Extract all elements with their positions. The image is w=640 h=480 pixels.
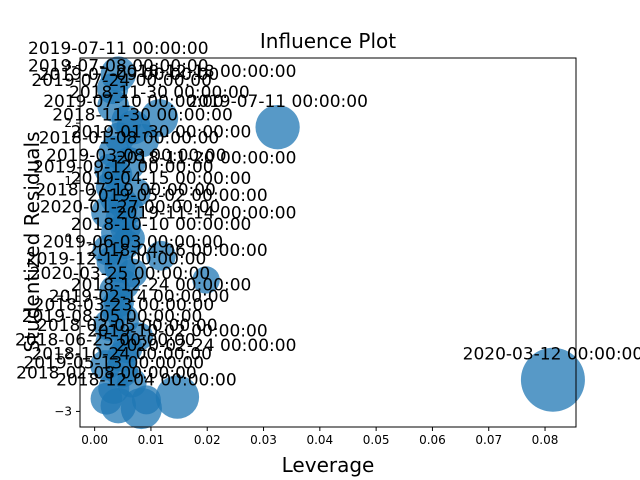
point-annotation: 2019-12-17 00:00:00 <box>26 250 207 270</box>
point-annotation: 2019-11-14 00:00:00 <box>116 203 297 223</box>
axes-frame <box>79 57 577 428</box>
point-annotation: 2018-11-20 00:00:00 <box>116 149 297 169</box>
point-annotation: 2019-09-12 00:00:00 <box>33 157 214 177</box>
y-axis-label: Studentized Residuals <box>20 131 44 352</box>
data-point <box>118 258 148 288</box>
y-tick-label: 3 <box>64 58 72 72</box>
y-tick-label: 2 <box>64 116 72 130</box>
point-annotation: 2019-07-09 00:00:00 <box>39 65 220 85</box>
points-layer <box>90 56 585 430</box>
data-point <box>110 229 141 260</box>
x-tick-label: 0.02 <box>194 433 221 447</box>
point-annotation: 2018-03-23 00:00:00 <box>34 296 215 316</box>
x-tick-label: 0.00 <box>81 433 108 447</box>
data-point <box>255 105 300 150</box>
x-tick-label: 0.01 <box>138 433 165 447</box>
point-annotation: 2019-02-14 00:00:00 <box>49 287 230 307</box>
point-annotation: 2018-02-08 00:00:00 <box>16 364 197 384</box>
y-tick-label: −2 <box>54 347 72 361</box>
point-annotation: 2019-10-02 00:00:00 <box>87 322 268 342</box>
x-tick-label: 0.08 <box>532 433 559 447</box>
point-annotation: 2019-07-24 00:00:00 <box>31 71 212 91</box>
chart-title: Influence Plot <box>260 29 396 53</box>
point-annotation: 2019-01-30 00:00:00 <box>71 123 252 143</box>
data-point <box>115 195 145 225</box>
y-tick-label: 0 <box>64 231 72 245</box>
data-point <box>97 73 129 105</box>
x-tick-label: 0.06 <box>419 433 446 447</box>
data-point <box>125 322 154 351</box>
y-tick-label: −1 <box>54 289 72 303</box>
point-annotation: 2018-12-18 00:00:00 <box>116 62 297 82</box>
x-ticks-layer: 0.00 0.01 0.02 0.03 0.04 0.05 0.06 0.07 0.08 <box>81 427 558 447</box>
data-point <box>520 347 585 412</box>
data-point <box>192 266 220 294</box>
y-ticks-layer: −3 −2 −1 0 1 2 3 <box>54 58 80 418</box>
data-point <box>146 240 176 271</box>
point-annotation: 2018-01-08 00:00:00 <box>39 129 220 149</box>
data-point <box>131 385 161 415</box>
point-annotation: 2018-12-04 00:00:00 <box>56 371 237 391</box>
point-annotation: 2019-08-05 00:00:00 <box>22 307 203 327</box>
point-annotation: 2018-10-10 00:00:00 <box>71 215 252 235</box>
y-tick-label: 1 <box>64 174 72 188</box>
point-annotation: 2020-03-12 00:00:00 <box>463 345 640 365</box>
point-annotation: 2018-11-30 00:00:00 <box>52 105 233 125</box>
point-annotation: 2019-04-15 00:00:00 <box>71 169 252 189</box>
point-annotation: 2019-07-08 00:00:00 <box>28 56 209 76</box>
point-annotation: 2018-02-05 00:00:00 <box>37 316 218 336</box>
point-annotation: 2018-10-24 00:00:00 <box>31 345 212 365</box>
x-axis-label: Leverage <box>282 453 375 477</box>
point-annotation: 2020-02-24 00:00:00 <box>116 336 297 356</box>
x-tick-label: 0.04 <box>306 433 333 447</box>
point-annotation: 2019-07-10 00:00:00 <box>43 92 224 112</box>
data-point <box>101 159 133 191</box>
x-tick-label: 0.07 <box>475 433 502 447</box>
point-annotation: 2019-05-02 00:00:00 <box>87 186 268 206</box>
data-point <box>107 341 138 372</box>
point-annotation: 2019-05-13 00:00:00 <box>23 353 204 373</box>
y-tick-label: −3 <box>54 404 72 418</box>
point-annotation: 2018-06-25 00:00:00 <box>15 330 196 350</box>
x-tick-label: 0.03 <box>250 433 277 447</box>
point-annotation: 2018-12-24 00:00:00 <box>71 276 252 296</box>
point-annotation: 2018-11-30 00:00:00 <box>69 83 250 103</box>
data-point <box>155 375 200 419</box>
x-tick-label: 0.05 <box>363 433 390 447</box>
point-annotation: 2019-03-08 00:00:00 <box>46 146 227 166</box>
point-annotation: 2019-07-11 00:00:00 <box>187 92 368 112</box>
point-annotation: 2020-01-27 00:00:00 <box>40 198 221 218</box>
point-annotation: 2018-04-06 00:00:00 <box>87 241 268 261</box>
point-annotation: 2019-06-03 00:00:00 <box>43 232 224 252</box>
point-annotation: 2020-03-25 00:00:00 <box>30 264 211 284</box>
point-annotation: 2019-07-11 00:00:00 <box>28 39 209 59</box>
data-point <box>104 122 135 153</box>
